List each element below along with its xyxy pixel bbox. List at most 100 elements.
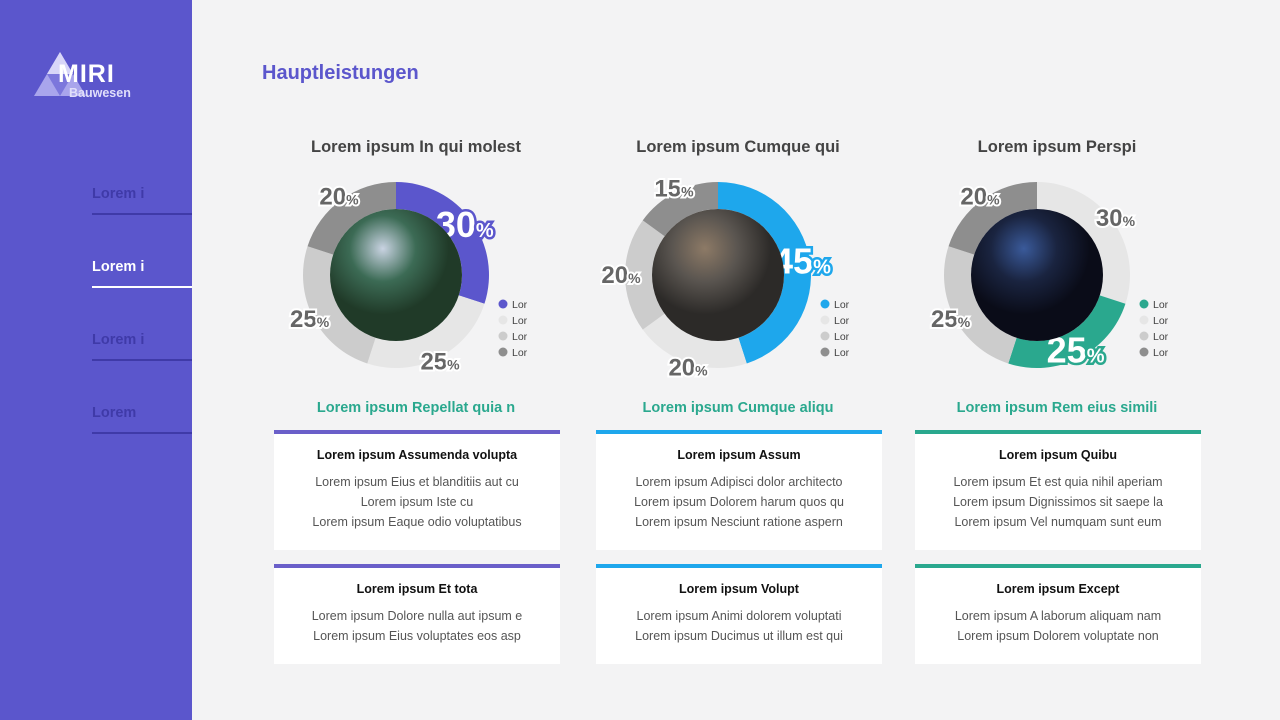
legend-dot [1139,299,1149,309]
card-line: Lorem ipsum Adipisci dolor architecto [635,475,843,489]
page-title: Hauptleistungen [262,62,419,84]
card-line: Lorem ipsum Et est quia nihil aperiam [953,475,1163,489]
column-subtitle-1: Lorem ipsum Repellat quia n [316,400,516,416]
logo-subtitle: Bauwesen [69,86,131,100]
slice-label: 15% [654,176,694,203]
legend-dot [1139,347,1149,357]
info-card: Lorem ipsum Et tota Lorem ipsum Dolore nu… [274,564,560,664]
legend-label: Lor [1153,299,1169,311]
nav-label: Lorem i [92,332,145,348]
legend-label: Lor [1153,315,1169,327]
info-card: Lorem ipsum Except Lorem ipsum A laborum … [915,564,1201,664]
office-tower-photo [330,209,462,341]
legend-dot [498,315,508,325]
legend-label: Lor [1153,347,1169,359]
nav-underline [92,359,192,361]
card-line: Lorem ipsum Eius voluptates eos asp [313,629,521,643]
legend-label: Lor [834,347,850,359]
legend-dot [498,331,508,341]
nav-label: Lorem i [92,259,145,275]
donut-slice [625,220,665,330]
legend-dot [820,315,830,325]
card-title: Lorem ipsum Assumenda volupta [316,448,518,462]
logo-name: MIRI [58,60,115,88]
slice-label: 20% [319,184,359,211]
legend-dot [820,347,830,357]
card-line: Lorem ipsum Iste cu [360,495,474,509]
slice-label: 20% [601,262,641,289]
card-line: Lorem ipsum Vel numquam sunt eum [954,515,1162,529]
donut-slice [307,182,396,255]
slice-label: 25% [931,306,971,333]
modern-architecture-photo [971,209,1103,341]
logo: MIRI Bauwesen [34,52,154,102]
card-line: Lorem ipsum Eius et blanditiis aut cu [315,475,519,489]
card-line: Lorem ipsum Nesciunt ratione aspern [635,515,843,529]
legend-label: Lor [512,315,528,327]
nav-item-4[interactable]: Lorem [92,404,192,434]
nav-underline [92,432,192,434]
legend-dot [820,331,830,341]
donut-slice [948,182,1037,255]
legend-label: Lor [834,299,850,311]
legend-dot [1139,315,1149,325]
card-line: Lorem ipsum Dolore nulla aut ipsum e [311,609,523,623]
card-line: Lorem ipsum Dolorem harum quos qu [634,495,844,509]
info-card: Lorem ipsum Quibu Lorem ipsum Et est quia… [915,430,1201,550]
factory-photo [652,209,784,341]
donut-slice [303,246,376,364]
slice-label: 30% [436,204,494,245]
card-line: Lorem ipsum Eaque odio voluptatibus [312,515,522,529]
slice-label: 20% [960,184,1000,211]
donut-slice [1008,295,1126,368]
legend-label: Lor [834,331,850,343]
chart-title-3: Lorem ipsum Perspi [977,138,1137,156]
nav-label: Lorem i [92,186,145,202]
legend-dot [498,299,508,309]
column-subtitle-3: Lorem ipsum Rem eius simili [956,400,1158,416]
donut-slice [642,182,718,237]
legend-dot [820,299,830,309]
legend-label: Lor [512,299,528,311]
nav-item-2[interactable]: Lorem i [92,258,192,288]
slice-label: 25% [420,348,460,375]
card-line: Lorem ipsum Animi dolorem voluptati [636,609,842,623]
nav-underline [92,213,192,215]
info-card: Lorem ipsum Assum Lorem ipsum Adipisci do… [596,430,882,550]
nav-item-1[interactable]: Lorem i [92,185,192,215]
nav-item-3[interactable]: Lorem i [92,331,192,361]
card-line: Lorem ipsum Ducimus ut illum est qui [635,629,843,643]
logo-triangle-icon [34,52,86,96]
slice-label: 45% [773,241,831,282]
card-line: Lorem ipsum Dignissimos sit saepe la [953,495,1163,509]
donut-slice [642,313,747,368]
card-title: Lorem ipsum Quibu [998,448,1118,462]
legend-label: Lor [512,347,528,359]
card-title: Lorem ipsum Volupt [679,582,799,596]
nav-underline [92,286,192,288]
legend-dot [1139,331,1149,341]
legend-label: Lor [512,331,528,343]
card-title: Lorem ipsum Except [996,582,1120,596]
chart-title-1: Lorem ipsum In qui molest [311,138,521,156]
card-line: Lorem ipsum A laborum aliquam nam [954,609,1162,623]
card-line: Lorem ipsum Dolorem voluptate non [957,629,1159,643]
slice-label: 25% [1047,330,1105,371]
column-subtitle-2: Lorem ipsum Cumque aliqu [642,400,834,416]
card-title: Lorem ipsum Et tota [356,582,478,596]
slice-label: 30% [1096,205,1136,232]
legend-label: Lor [1153,331,1169,343]
info-card: Lorem ipsum Assumenda volupta Lorem ipsum… [274,430,560,550]
legend-dot [498,347,508,357]
donut-slice [1037,182,1130,304]
sidebar: MIRI Bauwesen Lorem i Lorem i Lorem i Lo… [0,0,192,720]
slice-label: 25% [290,306,330,333]
slice-label: 20% [668,354,708,381]
nav-label: Lorem [92,405,137,421]
donut-slice [944,246,1017,364]
donut-slice [396,182,490,304]
donut-slice [367,295,485,368]
chart-title-2: Lorem ipsum Cumque qui [636,138,840,156]
donut-slice [718,182,811,364]
legend-label: Lor [834,315,850,327]
